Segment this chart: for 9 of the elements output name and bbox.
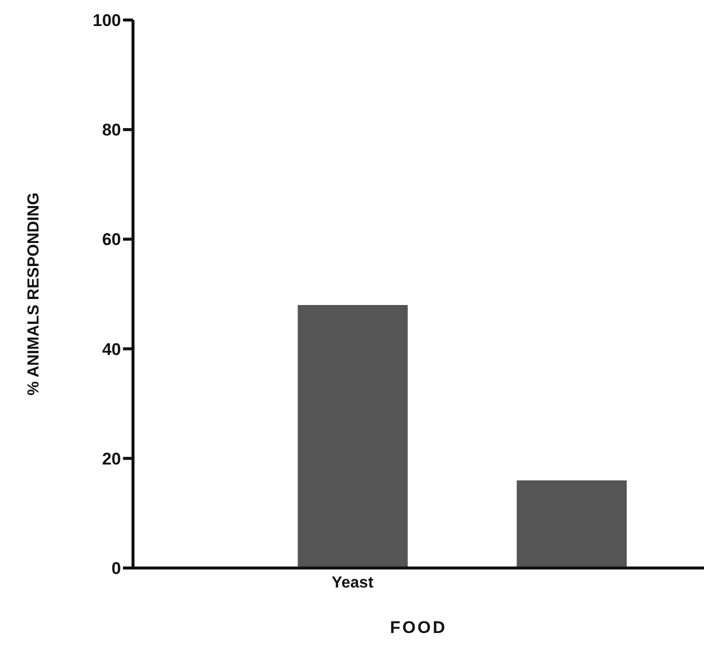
y-tick-label: 80	[102, 120, 121, 140]
y-tick-label: 100	[92, 11, 121, 30]
y-axis-title: % ANIMALS RESPONDING	[26, 192, 43, 396]
x-tick-label: Yeast	[332, 574, 374, 592]
y-tick-label: 40	[102, 340, 121, 359]
y-tick-label: 0	[112, 559, 121, 578]
y-tick-label: 60	[102, 230, 121, 250]
x-axis-title: FOOD	[390, 618, 448, 637]
y-tick-label: 20	[102, 449, 121, 468]
